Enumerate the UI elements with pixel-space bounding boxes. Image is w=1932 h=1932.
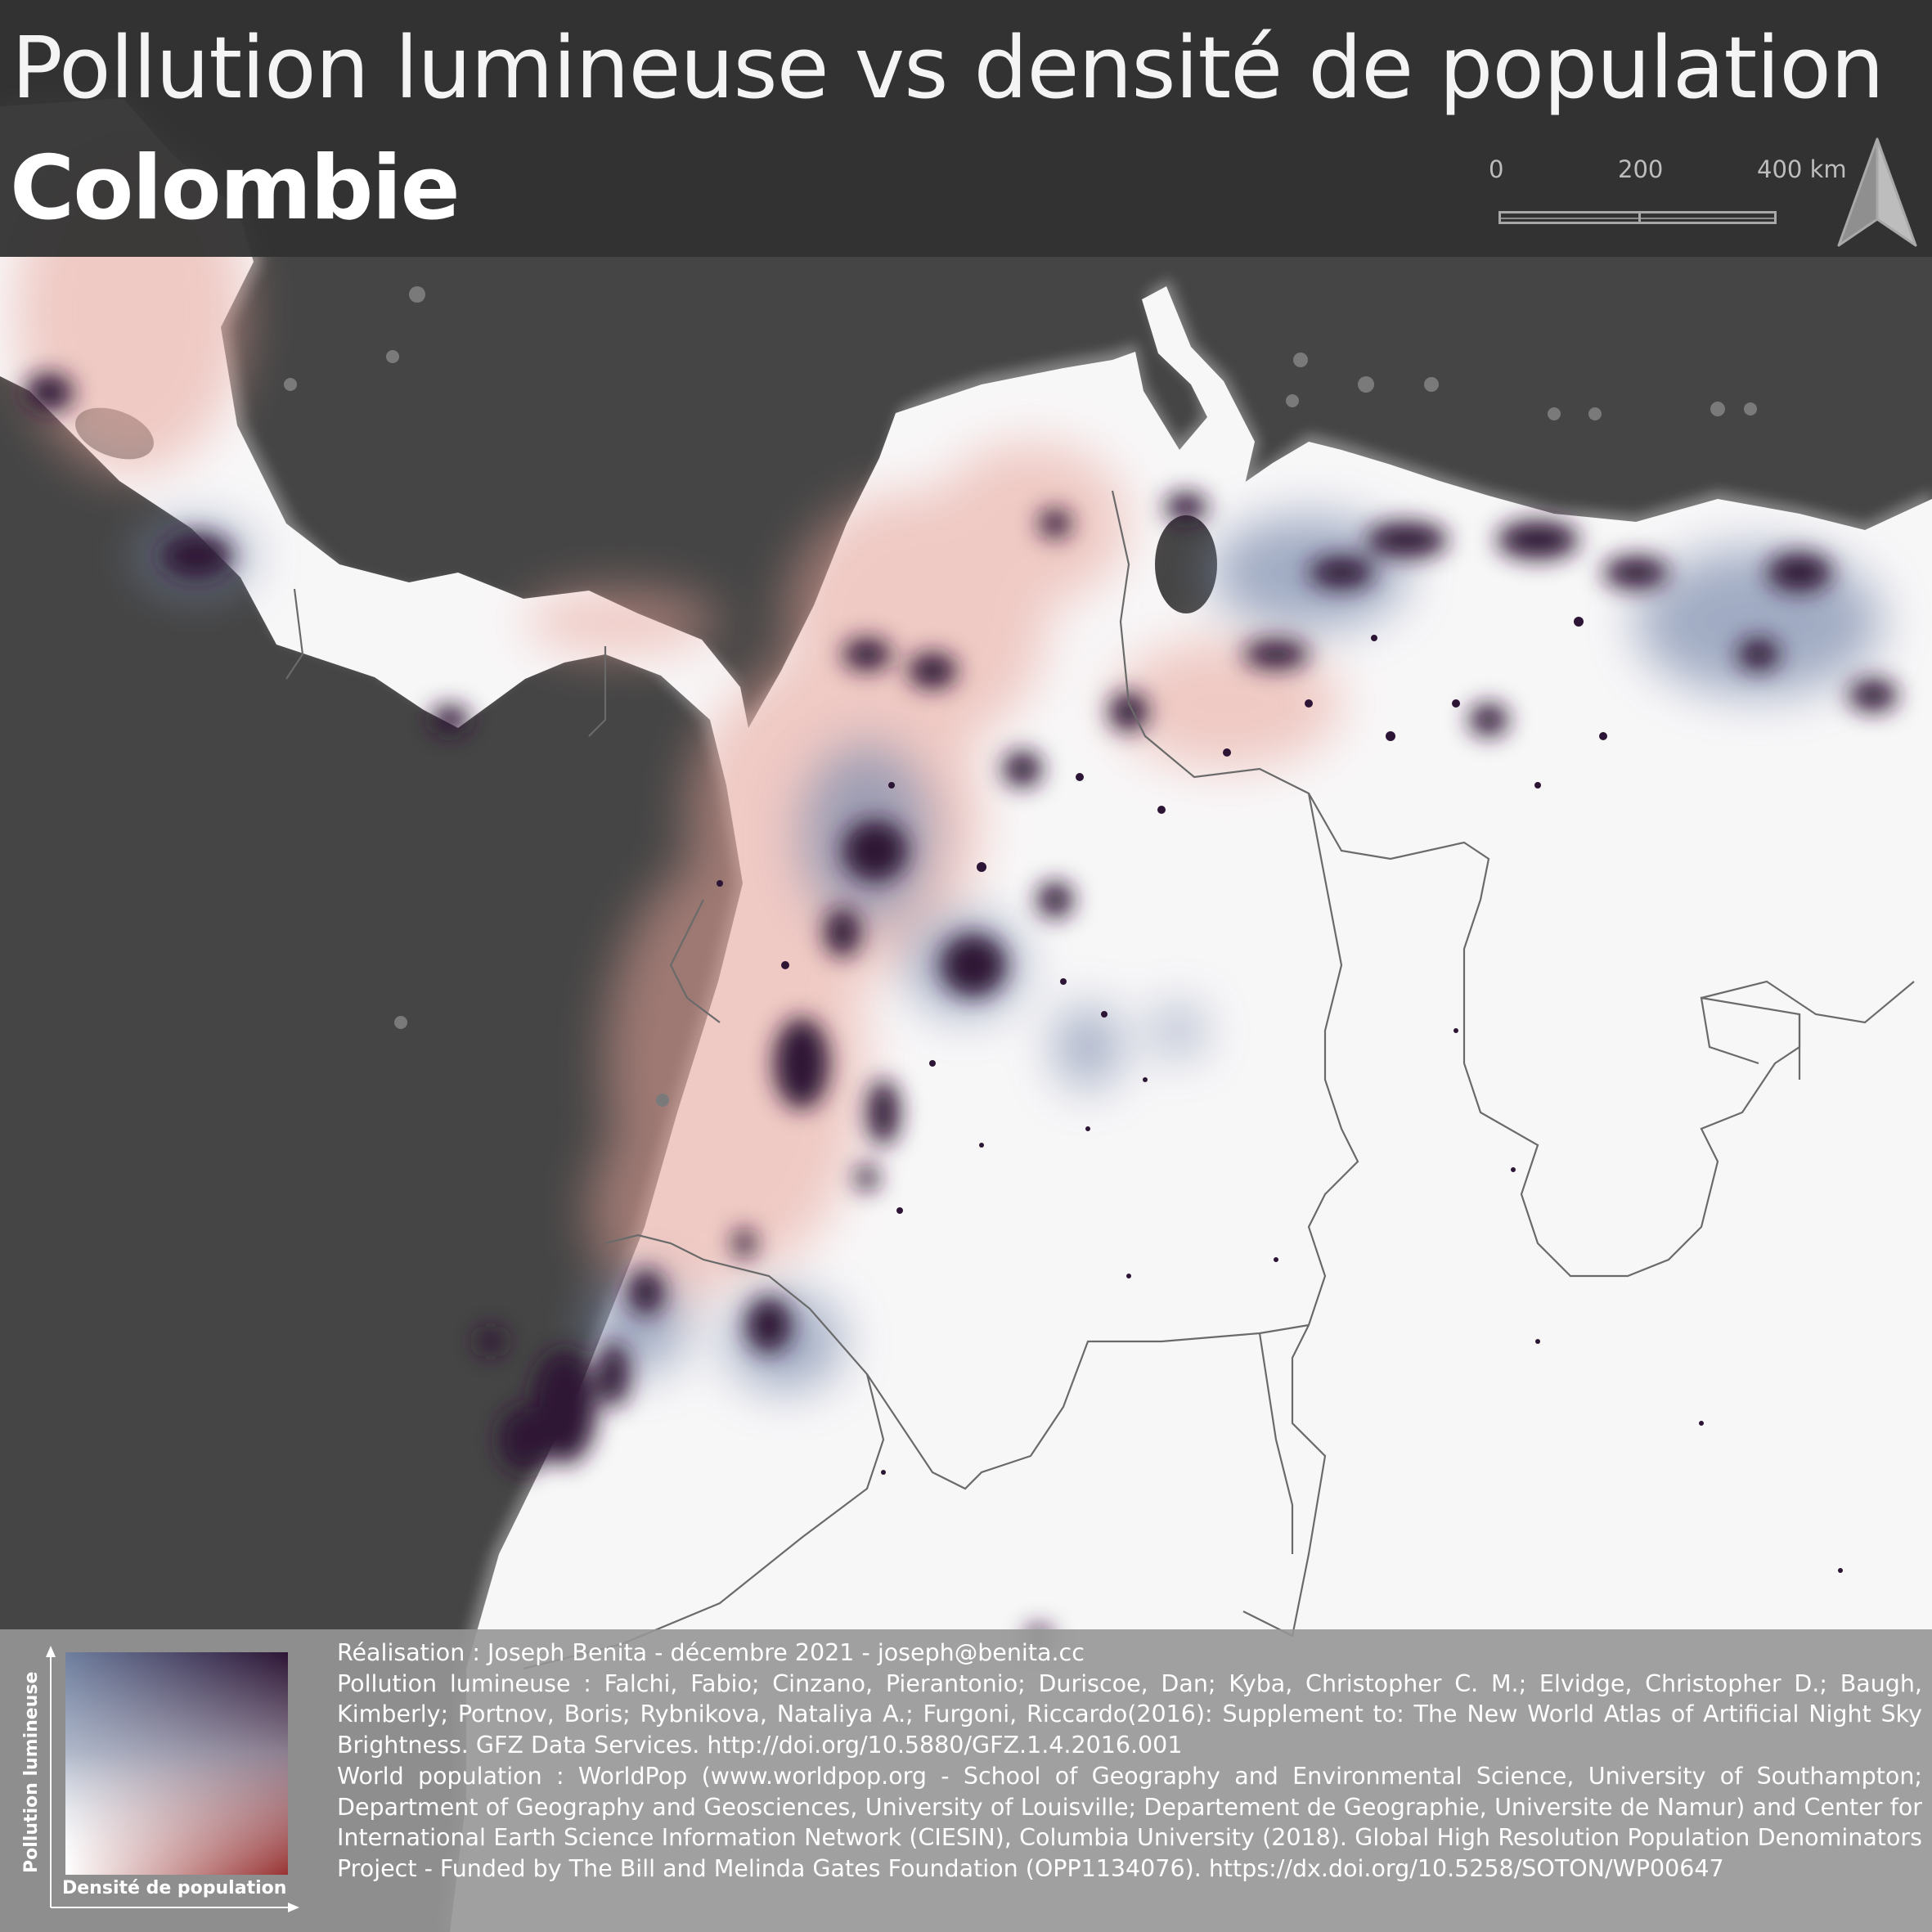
- north-arrow-icon: [1837, 137, 1917, 247]
- map-subtitle: Colombie: [10, 137, 461, 240]
- scale-inner-line: [1501, 218, 1774, 219]
- urban-areas: [25, 373, 1898, 1646]
- scale-bar: 0 200 400 km: [1489, 155, 1847, 237]
- credits-population-source: World population : WorldPop (www.worldpo…: [337, 1762, 1922, 1882]
- legend-x-label: Densité de population: [62, 1878, 287, 1898]
- scale-mid-tick: [1638, 213, 1641, 222]
- urban-dots: [717, 617, 1843, 1573]
- credits-author: Réalisation : Joseph Benita - décembre 2…: [337, 1639, 1085, 1666]
- lake-maracaibo: [1155, 515, 1217, 613]
- header-bar: Pollution lumineuse vs densité de popula…: [0, 0, 1932, 257]
- islands: [284, 286, 1757, 1107]
- scale-label-200: 200: [1618, 155, 1664, 183]
- country-borders: [285, 490, 1915, 1670]
- legend-bottom-gradient: [65, 1752, 288, 1875]
- credits-light-pollution-source: Pollution lumineuse : Falchi, Fabio; Cin…: [337, 1669, 1922, 1759]
- footer-panel: [0, 1629, 1932, 1932]
- scale-label-0: 0: [1489, 155, 1504, 183]
- legend-y-label: Pollution lumineuse: [21, 1671, 42, 1873]
- scale-label-400: 400 km: [1757, 155, 1847, 183]
- land: [0, 98, 1932, 1932]
- legend-bivariate-square: [65, 1652, 288, 1875]
- legend-axes: [46, 1646, 299, 1912]
- scale-track: [1498, 211, 1777, 224]
- map-title: Pollution lumineuse vs densité de popula…: [11, 18, 1885, 118]
- credits: Réalisation : Joseph Benita - décembre 2…: [337, 1638, 1922, 1885]
